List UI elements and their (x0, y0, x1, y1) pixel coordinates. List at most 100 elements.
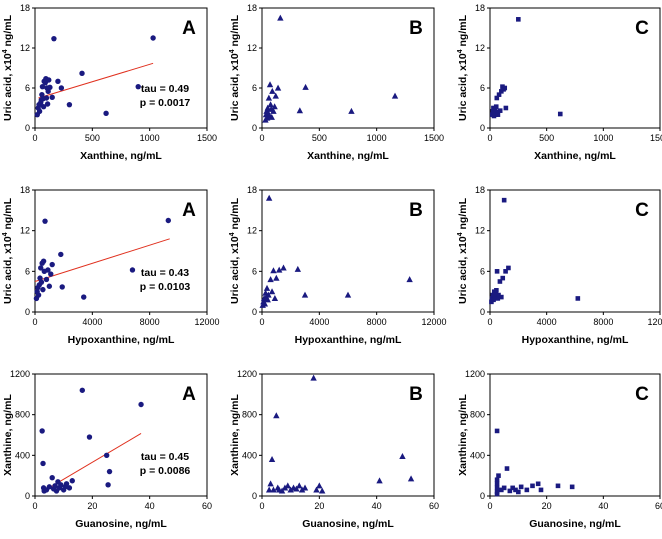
x-axis-label: Xanthine, ng/mL (534, 150, 616, 162)
y-tick-label: 12 (20, 226, 30, 236)
data-point (46, 77, 52, 83)
y-tick-label: 6 (252, 83, 257, 93)
x-tick-label: 40 (372, 501, 382, 511)
data-point (524, 487, 530, 493)
data-point (106, 468, 113, 475)
data-point (518, 484, 524, 490)
data-point (298, 486, 306, 493)
data-point (52, 483, 58, 489)
y-tick-label: 12 (247, 226, 257, 236)
data-point (494, 95, 500, 101)
x-tick-label: 8000 (140, 317, 160, 327)
y-tick-label: 12 (475, 43, 485, 53)
data-point (495, 296, 501, 301)
panel-letter: B (409, 384, 423, 405)
scatter-panel-7: 0 20 40 60 0 400 800 1200 Guanosine, ng/mL Xanthi… (2, 369, 212, 530)
x-tick-label: 60 (202, 501, 212, 511)
data-point (138, 401, 144, 408)
data-point (270, 107, 277, 114)
data-point (555, 483, 561, 489)
y-tick-label: 18 (20, 3, 30, 13)
x-tick-label: 0 (487, 133, 492, 143)
data-point (267, 101, 274, 108)
data-point (270, 267, 277, 274)
y-tick-label: 0 (480, 491, 485, 501)
data-point (59, 284, 65, 290)
data-point (296, 107, 304, 114)
data-point (66, 485, 73, 491)
data-point (58, 251, 64, 258)
data-point (495, 109, 500, 115)
x-tick-label: 0 (487, 317, 492, 327)
y-tick-label: 0 (25, 307, 30, 317)
data-point (284, 482, 291, 489)
data-point (302, 83, 309, 90)
data-point (268, 456, 276, 462)
data-point (504, 466, 510, 471)
data-point (271, 295, 279, 302)
y-tick-label: 0 (252, 123, 257, 133)
y-tick-label: 18 (475, 185, 485, 195)
data-point (63, 481, 70, 487)
x-axis-label: Hypoxanthine, ng/mL (295, 334, 402, 346)
x-tick-label: 60 (429, 501, 439, 511)
data-point (500, 275, 506, 281)
panel-letter: A (182, 384, 196, 405)
data-point (273, 412, 280, 419)
data-point (497, 108, 503, 113)
x-tick-label: 40 (145, 501, 155, 511)
panel-letter: A (182, 18, 196, 39)
data-point (496, 92, 502, 97)
data-point (42, 218, 48, 224)
data-point (129, 267, 136, 273)
data-point (507, 488, 513, 494)
x-axis-label: Guanosine, ng/mL (529, 518, 621, 530)
y-axis-label: Xanthine, ng/mL (229, 394, 241, 476)
data-point (569, 484, 575, 490)
x-tick-label: 0 (487, 501, 492, 511)
data-point (319, 487, 326, 494)
data-point (44, 101, 51, 107)
x-axis-label: Xanthine, ng/mL (307, 150, 389, 162)
data-point (494, 428, 500, 434)
data-point (494, 269, 500, 274)
scatter-panel-4: 0 4000 8000 12000 0 6 12 18 Hypoxanthine, ng/mL U… (2, 185, 220, 346)
data-point (165, 217, 171, 224)
data-point (267, 480, 274, 487)
data-point (39, 428, 45, 434)
data-point (281, 484, 289, 491)
x-tick-label: 1000 (593, 133, 613, 143)
data-point (278, 487, 286, 494)
data-point (496, 292, 501, 298)
data-point (105, 482, 111, 488)
y-tick-label: 0 (252, 491, 257, 501)
stat-label: p = 0.0017 (140, 97, 191, 109)
y-tick-label: 400 (242, 450, 257, 460)
y-tick-label: 0 (25, 123, 30, 133)
y-tick-label: 18 (247, 185, 257, 195)
y-tick-label: 400 (470, 450, 485, 460)
data-point (263, 284, 271, 291)
data-point (495, 112, 501, 117)
data-point (47, 84, 53, 91)
data-point (35, 292, 42, 298)
data-point (575, 296, 581, 301)
data-point (48, 271, 54, 277)
x-tick-label: 8000 (593, 317, 613, 327)
data-point (316, 482, 323, 489)
data-point (45, 267, 51, 273)
data-point (310, 374, 317, 381)
data-point (344, 291, 352, 298)
x-tick-label: 1000 (367, 133, 387, 143)
y-tick-label: 18 (247, 3, 257, 13)
data-point (273, 274, 280, 281)
data-point (406, 276, 413, 283)
panel-letter: C (635, 200, 649, 221)
y-axis-label: Uric acid, x104 ng/mL (457, 14, 469, 121)
stat-label: tau = 0.49 (141, 83, 189, 95)
data-point (264, 104, 271, 111)
stat-label: p = 0.0103 (140, 281, 191, 293)
y-tick-label: 18 (20, 185, 30, 195)
trend-line (34, 238, 170, 282)
scatter-panel-9: 0 20 40 60 0 400 800 1200 Guanosine, ng/mL Xanthi… (457, 369, 662, 530)
